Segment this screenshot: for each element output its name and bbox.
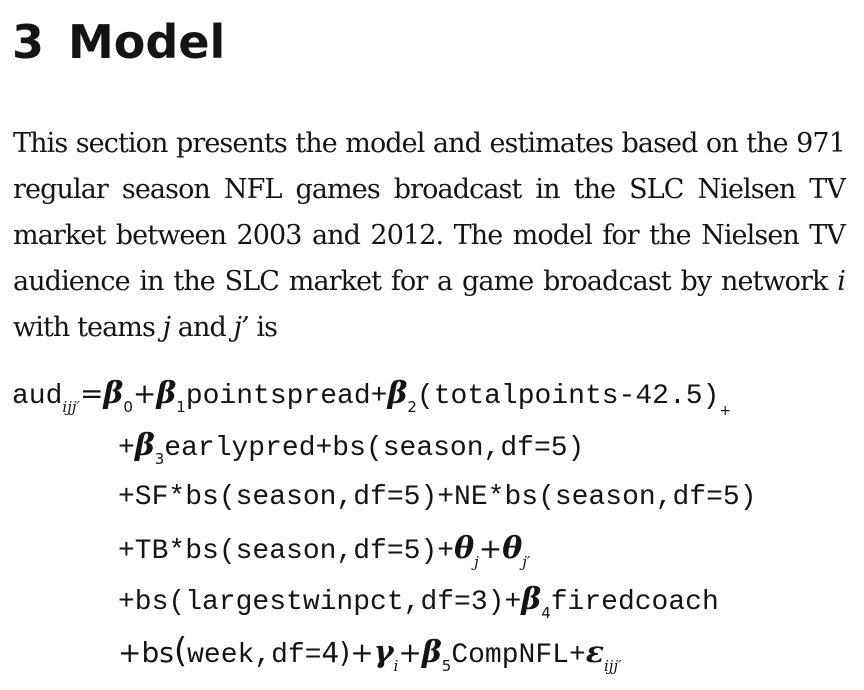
- theta-j-symbol: θ: [454, 531, 475, 566]
- var-i: i: [837, 266, 846, 297]
- theta-j-subscript: j: [474, 553, 479, 571]
- eq-earlypred: earlypred+bs(season,df=5): [164, 433, 585, 464]
- eq-equals: =: [79, 377, 104, 410]
- beta1-subscript: 1: [176, 398, 186, 416]
- gamma-subscript: i: [393, 657, 399, 675]
- paragraph-text: This section presents the model and esti…: [13, 128, 846, 297]
- eq-plus: +: [132, 377, 157, 410]
- beta5-symbol: β: [421, 635, 442, 670]
- section-heading: 3 Model: [12, 14, 225, 70]
- beta4-subscript: 4: [541, 604, 551, 622]
- eq-plus: +: [398, 636, 422, 669]
- beta4-symbol: β: [521, 582, 542, 617]
- beta3-symbol: β: [134, 428, 155, 463]
- eq-aud: aud: [12, 381, 63, 412]
- paragraph-with-teams: with teams: [13, 312, 163, 343]
- eq-plus: +: [350, 636, 374, 669]
- positive-part-subscript: +: [719, 403, 732, 419]
- beta2-symbol: β: [387, 376, 408, 411]
- var-j-prime: j’: [233, 312, 250, 343]
- eq-bs: bs: [141, 636, 174, 669]
- section-title: Model: [68, 15, 226, 69]
- theta-jprime-subscript: j′: [522, 553, 531, 571]
- equation-line-6: +bs(week,df=4)+γi+β5CompNFL+εijj′: [118, 631, 622, 676]
- equation-line-4: +TB*bs(season,df=5)+θj+θj′: [118, 529, 530, 572]
- epsilon-subscript: ijj′: [604, 657, 622, 675]
- eq-tb-term: +TB*bs(season,df=5)+: [118, 536, 455, 567]
- eq-left-paren: (: [173, 631, 188, 671]
- eq-right-paren: ): [339, 636, 351, 669]
- beta3-subscript: 3: [154, 450, 165, 468]
- eq-aud-subscript: ijj′: [62, 398, 80, 416]
- body-paragraph: This section presents the model and esti…: [13, 121, 846, 351]
- eq-totalpoints: (totalpoints-42.5): [416, 381, 720, 412]
- paragraph-and: and: [170, 312, 234, 343]
- var-j: j: [162, 312, 171, 343]
- eq-week-term: week,df=: [187, 640, 322, 671]
- eq-plus: +: [118, 636, 142, 669]
- eq-four: 4: [321, 636, 340, 669]
- gamma-symbol: γ: [373, 635, 394, 670]
- eq-firedcoach: firedcoach: [550, 587, 719, 618]
- equation-line-1: audijj′=β0+β1pointspread+β2(totalpoints-…: [12, 374, 732, 419]
- beta1-symbol: β: [156, 376, 177, 411]
- eq-compnfl: CompNFL+: [451, 640, 586, 671]
- equation-line-3: +SF*bs(season,df=5)+NE*bs(season,df=5): [118, 478, 757, 518]
- equation-line-2: +β3earlypred+bs(season,df=5): [118, 426, 584, 469]
- theta-jprime-symbol: θ: [502, 531, 523, 566]
- beta5-subscript: 5: [441, 657, 452, 675]
- beta2-subscript: 2: [407, 398, 417, 416]
- beta0-subscript: 0: [123, 398, 133, 416]
- beta0-symbol: β: [103, 376, 124, 411]
- epsilon-symbol: ε: [585, 635, 604, 670]
- section-number: 3: [12, 15, 45, 69]
- eq-pointspread: pointspread+: [185, 381, 388, 412]
- eq-largestwinpct: +bs(largestwinpct,df=3)+: [118, 587, 522, 618]
- eq-plus: +: [478, 532, 503, 565]
- eq-sf-ne-terms: +SF*bs(season,df=5)+NE*bs(season,df=5): [118, 482, 757, 513]
- paragraph-is: is: [248, 312, 278, 343]
- equation-line-5: +bs(largestwinpct,df=3)+β4firedcoach: [118, 580, 719, 623]
- eq-plus: +: [118, 433, 135, 464]
